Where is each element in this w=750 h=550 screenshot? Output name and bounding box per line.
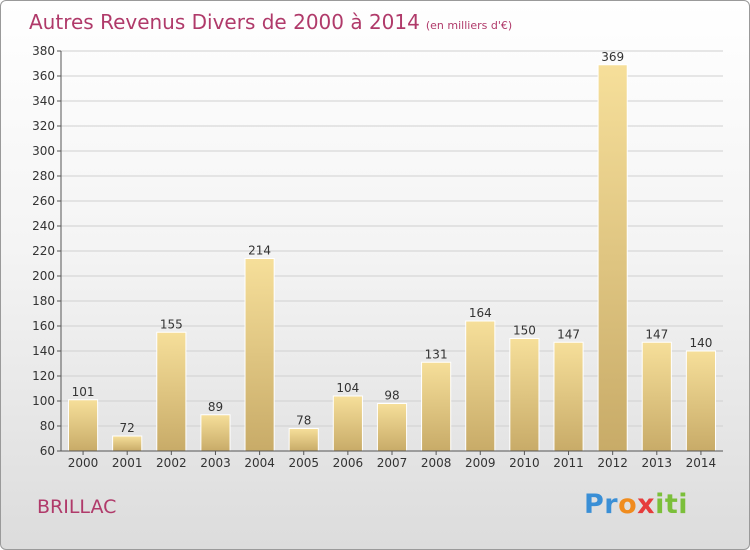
location-name: BRILLAC — [37, 496, 117, 518]
y-tick-label: 120 — [32, 369, 55, 383]
y-tick-label: 160 — [32, 319, 55, 333]
logo-part: iti — [655, 489, 689, 520]
x-tick-label: 2000 — [68, 456, 99, 470]
x-tick-label: 2011 — [553, 456, 584, 470]
data-label: 101 — [72, 385, 95, 399]
x-tick-label: 2005 — [288, 456, 319, 470]
x-tick-label: 2009 — [465, 456, 496, 470]
y-tick-label: 140 — [32, 344, 55, 358]
logo-part: x — [637, 489, 656, 520]
x-tick-label: 2004 — [244, 456, 275, 470]
bar — [553, 341, 584, 452]
y-axis: 60 80 100 120 140 160 180 200 220 240 260 280 300 320… — [32, 44, 62, 458]
bar — [288, 428, 319, 452]
chart-title-text: Autres Revenus Divers de 2000 à 2014 — [29, 10, 420, 34]
x-tick-label: 2002 — [156, 456, 187, 470]
bar — [332, 395, 363, 452]
logo-part: o — [618, 489, 638, 520]
y-tick-label: 220 — [32, 244, 55, 258]
x-tick-label: 2012 — [597, 456, 628, 470]
bar — [597, 64, 628, 452]
x-tick-label: 2007 — [377, 456, 408, 470]
data-label: 131 — [425, 347, 448, 361]
y-tick-label: 60 — [40, 444, 55, 458]
bar — [376, 403, 408, 452]
y-tick-label: 80 — [40, 419, 55, 433]
y-tick-label: 200 — [32, 269, 55, 283]
data-label: 140 — [689, 336, 712, 350]
bar — [68, 399, 99, 452]
bar — [112, 435, 143, 452]
data-label: 155 — [160, 317, 183, 331]
data-label: 89 — [208, 400, 223, 414]
x-tick-label: 2008 — [421, 456, 452, 470]
data-label: 150 — [513, 324, 536, 338]
logo-part: Pr — [584, 489, 619, 520]
bar — [421, 361, 452, 452]
x-tick-label: 2010 — [509, 456, 540, 470]
data-label: 164 — [469, 306, 492, 320]
data-label: 369 — [601, 50, 624, 64]
y-tick-label: 240 — [32, 219, 55, 233]
y-tick-label: 360 — [32, 69, 55, 83]
data-label: 78 — [296, 414, 311, 428]
bars — [68, 64, 716, 452]
y-tick-label: 340 — [32, 94, 55, 108]
data-labels: 101 72 155 89 214 78 104 98 131 164 150 147 369 147 14… — [72, 50, 713, 435]
bar — [641, 341, 672, 452]
x-tick-label: 2006 — [333, 456, 364, 470]
data-label: 147 — [645, 327, 668, 341]
y-tick-label: 100 — [32, 394, 55, 408]
bar — [509, 338, 540, 452]
y-tick-label: 380 — [32, 44, 55, 58]
y-tick-label: 280 — [32, 169, 55, 183]
y-tick-label: 320 — [32, 119, 55, 133]
x-tick-label: 2014 — [686, 456, 717, 470]
bar — [465, 320, 496, 452]
y-tick-label: 260 — [32, 194, 55, 208]
chart-title: Autres Revenus Divers de 2000 à 2014 (en … — [29, 10, 512, 34]
x-tick-label: 2003 — [200, 456, 231, 470]
data-label: 98 — [384, 389, 399, 403]
data-label: 147 — [557, 327, 580, 341]
bar — [685, 350, 716, 452]
data-label: 104 — [336, 381, 359, 395]
x-tick-label: 2001 — [112, 456, 143, 470]
x-tick-label: 2013 — [642, 456, 673, 470]
bar — [156, 331, 187, 452]
chart-subtitle: (en milliers d'€) — [425, 19, 513, 32]
bar — [244, 258, 275, 452]
data-label: 214 — [248, 244, 271, 258]
proxiti-logo[interactable]: Proxiti — [584, 489, 688, 520]
bar — [200, 414, 231, 452]
y-tick-label: 180 — [32, 294, 55, 308]
x-axis: 2000 2001 2002 2003 2004 2005 2006 2007 2008 2009… — [61, 450, 723, 470]
y-tick-label: 300 — [32, 144, 55, 158]
data-label: 72 — [120, 421, 135, 435]
